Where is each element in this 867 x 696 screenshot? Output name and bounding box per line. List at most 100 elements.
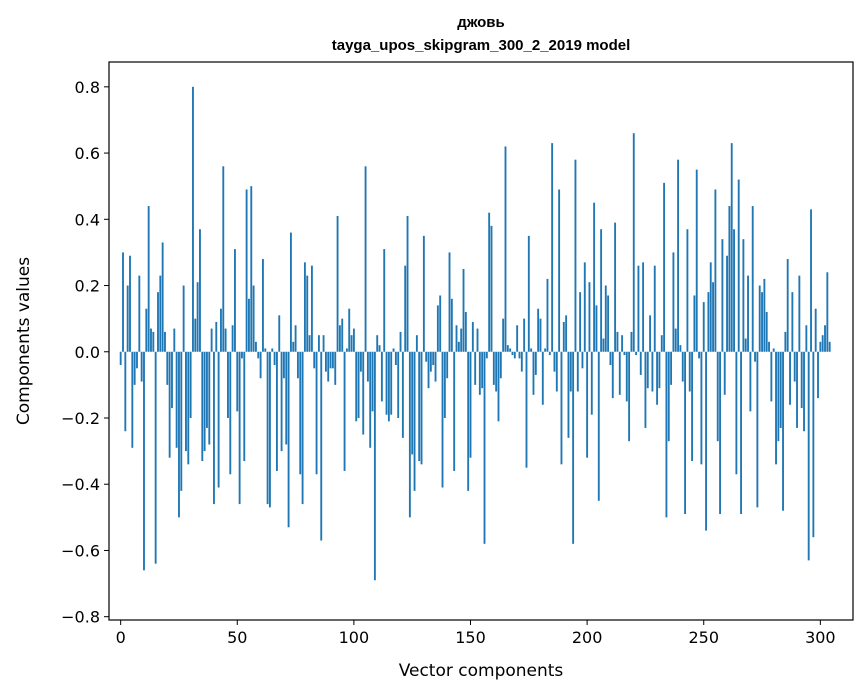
bar-203: [593, 202, 596, 352]
bar-108: [371, 351, 374, 412]
x-axis-ticks: 0 50 100 150 200 250 300: [116, 620, 836, 647]
bar-94: [338, 325, 341, 352]
bar-32: [194, 318, 197, 352]
bar-188: [558, 189, 561, 352]
y-axis-label: Components values: [14, 257, 34, 425]
bar-7: [136, 351, 138, 369]
bar-11: [145, 308, 148, 352]
y-tick-label: 0.0: [75, 343, 100, 362]
bar-118: [394, 351, 397, 366]
bar-139: [443, 351, 446, 418]
y-tick-label: 0.8: [75, 78, 100, 97]
chart-title: джовь: [457, 14, 504, 31]
bar-151: [471, 321, 474, 352]
bar-235: [667, 351, 670, 442]
bar-168: [511, 351, 514, 356]
bar-53: [243, 351, 246, 462]
bar-36: [203, 351, 206, 452]
bar-261: [728, 206, 731, 352]
bar-202: [590, 351, 593, 415]
bar-271: [751, 206, 754, 352]
bar-52: [241, 351, 243, 359]
bar-280: [772, 348, 775, 352]
bar-187: [555, 351, 558, 392]
bar-156: [483, 351, 486, 544]
bar-44: [222, 166, 225, 352]
bar-301: [821, 335, 824, 352]
bar-212: [614, 222, 617, 352]
bars-group: [119, 86, 831, 581]
bar-180: [539, 318, 542, 352]
bar-22: [171, 351, 173, 409]
bar-162: [497, 351, 500, 422]
bar-109: [373, 351, 376, 581]
bar-96: [343, 351, 346, 471]
bar-72: [287, 351, 290, 528]
bar-256: [716, 351, 719, 442]
bar-58: [255, 341, 257, 352]
bar-205: [597, 351, 600, 501]
bar-61: [262, 259, 264, 352]
y-tick-label: 0.2: [75, 277, 100, 296]
bar-4: [129, 255, 131, 352]
bar-20: [166, 351, 169, 385]
bar-254: [712, 282, 714, 352]
bar-114: [385, 351, 388, 415]
bar-184: [548, 351, 551, 356]
bar-45: [224, 328, 227, 352]
bar-255: [714, 189, 717, 352]
bar-191: [565, 315, 568, 352]
bar-27: [182, 285, 185, 352]
bar-102: [357, 351, 360, 418]
bar-227: [649, 315, 652, 352]
bar-298: [814, 308, 817, 352]
bar-276: [763, 278, 766, 352]
bar-242: [684, 351, 687, 515]
bar-173: [523, 318, 526, 352]
bar-260: [726, 255, 728, 352]
bar-104: [362, 351, 365, 435]
bar-155: [481, 351, 484, 389]
bar-214: [618, 351, 621, 395]
bar-243: [686, 229, 689, 352]
bar-91: [331, 351, 334, 369]
bar-5: [131, 351, 134, 448]
bar-124: [408, 351, 411, 518]
bar-107: [369, 351, 372, 448]
x-tick-label: 150: [455, 628, 486, 647]
bar-222: [637, 265, 640, 352]
bar-86: [320, 351, 323, 541]
bar-175: [527, 235, 530, 352]
bar-117: [392, 348, 395, 352]
bar-145: [457, 341, 460, 352]
bar-165: [504, 146, 507, 352]
bar-68: [278, 315, 281, 352]
bar-268: [744, 338, 747, 352]
bar-84: [315, 351, 318, 475]
bar-193: [569, 351, 572, 392]
bar-131: [425, 351, 428, 362]
bar-144: [455, 325, 458, 352]
bar-186: [553, 351, 556, 372]
bar-134: [432, 351, 435, 366]
bar-178: [534, 351, 537, 375]
bar-103: [359, 351, 362, 372]
bar-161: [495, 351, 498, 392]
bar-294: [805, 325, 808, 352]
y-tick-label: −0.2: [61, 409, 100, 428]
bar-231: [658, 351, 661, 389]
bar-123: [406, 215, 409, 352]
bar-73: [289, 232, 292, 352]
bar-293: [803, 351, 805, 432]
bar-236: [670, 351, 673, 385]
bar-30: [189, 351, 192, 418]
bar-232: [660, 335, 663, 352]
bar-66: [273, 351, 276, 366]
bar-142: [450, 298, 453, 352]
bar-197: [579, 292, 582, 352]
bar-40: [213, 351, 215, 505]
x-tick-label: 50: [227, 628, 247, 647]
bar-163: [499, 351, 502, 379]
bar-176: [530, 348, 533, 352]
bar-39: [210, 328, 213, 352]
